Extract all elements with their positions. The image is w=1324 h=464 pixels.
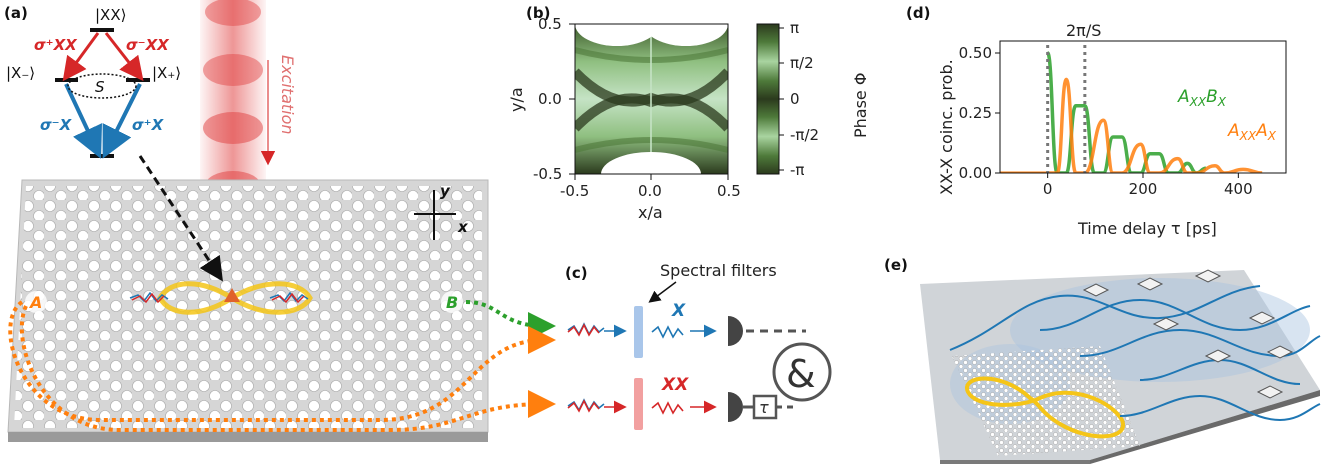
label-state-xplus: |X₊⟩ — [152, 64, 181, 82]
cbar-tick-3: -π/2 — [790, 126, 819, 144]
arrow-sigma-x-plus — [102, 83, 142, 159]
phase-colorbar: π π/2 0 -π/2 -π Phase Φ — [756, 19, 870, 179]
cbar-tick-4: -π — [790, 161, 804, 179]
input-wavepacket-top — [567, 322, 627, 338]
label-sigma-xx-minus: σ⁻XX — [126, 36, 170, 54]
cbar-tick-0: π — [790, 19, 799, 37]
arrow-sigma-x-minus — [64, 83, 102, 159]
label-sigma-x-plus: σ⁺X — [132, 116, 165, 134]
label-sigma-xx-plus: σ⁺XX — [34, 36, 78, 54]
figure-eight-mode — [129, 281, 313, 315]
d-xtick-1: 200 — [1129, 180, 1158, 198]
filter-xx-label: XX — [661, 375, 689, 395]
integrated-circuit-render — [920, 269, 1321, 464]
cbar-tick-1: π/2 — [790, 54, 814, 72]
label-splitting: S — [95, 78, 105, 96]
panel-a-label: (a) — [4, 4, 28, 22]
path-b-to-x-detector — [465, 300, 556, 340]
path-a-lower — [19, 305, 556, 432]
panel-c-label: (c) — [565, 264, 588, 282]
period-label: 2π/S — [1066, 21, 1101, 40]
cbar-tick-2: 0 — [790, 90, 800, 108]
b-xtick-2: 0.5 — [717, 182, 741, 200]
b-ytick-0: 0.5 — [538, 15, 562, 33]
d-ylabel: XX-X coinc. prob. — [937, 59, 956, 195]
label-state-xx: |XX⟩ — [95, 6, 126, 24]
port-b-marker — [441, 291, 463, 313]
label-state-xminus: |X₋⟩ — [6, 64, 35, 82]
path-a-upper — [8, 300, 556, 422]
series-2-line — [1047, 77, 1263, 173]
filter-xx — [634, 378, 643, 430]
spectral-filters-label: Spectral filters — [660, 261, 777, 280]
b-xtick-1: 0.0 — [638, 182, 662, 200]
photonic-crystal-membrane — [7, 179, 489, 442]
axis-x-label: x — [457, 218, 469, 236]
b-xlabel: x/a — [638, 203, 663, 222]
axes-indicator: y x — [414, 182, 469, 240]
port-a-label: A — [28, 293, 42, 312]
b-ytick-2: -0.5 — [533, 165, 562, 183]
zoom-arrow — [138, 155, 223, 282]
d-ytick-2: 0.50 — [959, 44, 992, 62]
phase-map-axes: -0.5 0.0 0.5 0.5 0.0 -0.5 x/a y/a — [507, 15, 741, 222]
legend-series-2: AXXAX — [1227, 121, 1277, 143]
filter-x — [634, 306, 643, 358]
filter-x-label: X — [671, 301, 686, 321]
arrow-sigma-xx-plus — [62, 32, 100, 82]
input-wavepacket-bottom — [567, 398, 627, 414]
detector-xx — [728, 392, 743, 422]
d-ytick-1: 0.25 — [959, 104, 992, 122]
d-xtick-2: 400 — [1224, 180, 1253, 198]
fine-structure-coupling — [67, 73, 137, 99]
quantum-dot — [224, 288, 240, 302]
cbar-label: Phase Φ — [851, 73, 870, 138]
coincidence-symbol: & — [786, 352, 816, 396]
axis-y-label: y — [440, 182, 451, 200]
phase-map — [574, 23, 729, 175]
b-xtick-0: -0.5 — [560, 182, 589, 200]
arrow-sigma-xx-minus — [104, 32, 144, 82]
coincidence-counter — [772, 342, 832, 402]
b-ylabel: y/a — [507, 87, 526, 112]
detector-x — [728, 316, 743, 346]
port-a-marker — [25, 291, 47, 313]
panel-e-label: (e) — [884, 256, 908, 274]
label-sigma-x-minus: σ⁻X — [40, 116, 73, 134]
b-ytick-1: 0.0 — [538, 90, 562, 108]
energy-level-diagram: |XX⟩ |X₋⟩ |X₊⟩ S σ⁺XX σ⁻XX σ⁻X σ⁺X — [6, 6, 181, 159]
port-b-label: B — [446, 293, 458, 312]
d-xtick-0: 0 — [1043, 180, 1053, 198]
panel-b-label: (b) — [526, 4, 550, 22]
coincidence-chart: 0 200 400 0.00 0.25 0.50 — [959, 40, 1287, 198]
panel-d-label: (d) — [906, 4, 930, 22]
d-xlabel: Time delay τ [ps] — [1077, 219, 1217, 238]
xx-wavepacket — [651, 401, 684, 415]
delay-label: τ — [759, 398, 769, 417]
legend-series-1: AXXBX — [1177, 87, 1227, 109]
d-ytick-0: 0.00 — [959, 164, 992, 182]
x-wavepacket — [651, 325, 684, 339]
excitation-label: Excitation — [278, 55, 297, 135]
filters-pointer — [648, 281, 677, 303]
